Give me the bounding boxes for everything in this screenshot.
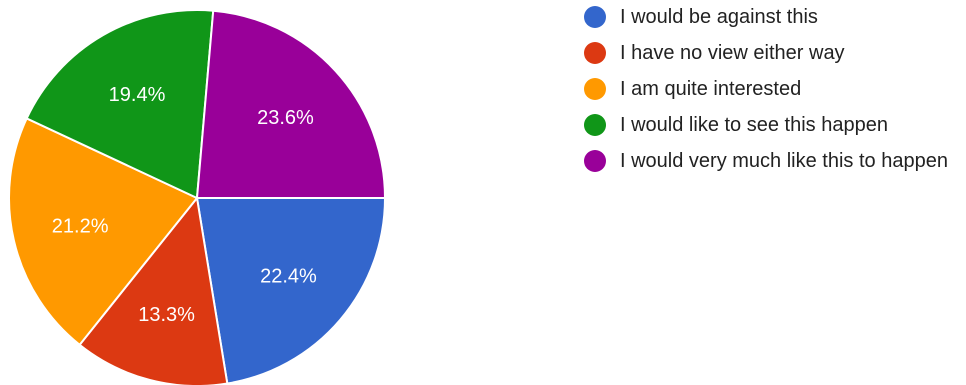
pie-chart: 22.4% 13.3% 21.2% 19.4% 23.6%	[8, 9, 387, 385]
slice-label-no-view: 13.3%	[138, 304, 195, 326]
legend-swatch	[584, 42, 606, 64]
pie-slice-like-to-see	[25, 9, 215, 200]
legend-label: I have no view either way	[620, 42, 845, 64]
slice-label-very-much-like: 23.6%	[257, 107, 314, 129]
legend-item-like-to-see: I would like to see this happen	[584, 112, 964, 138]
slice-label-quite-interested: 21.2%	[52, 215, 109, 237]
pie-slice-quite-interested	[8, 117, 199, 347]
pie-slice-no-view	[78, 195, 229, 385]
slice-label-like-to-see: 19.4%	[109, 84, 166, 106]
legend-label: I would very much like this to happen	[620, 150, 948, 172]
legend-label: I am quite interested	[620, 78, 802, 100]
legend-item-very-much-like: I would very much like this to happen	[584, 148, 964, 174]
pie-slice-against	[195, 197, 387, 385]
legend-swatch	[584, 114, 606, 136]
legend-swatch	[584, 6, 606, 28]
legend-item-quite-interested: I am quite interested	[584, 76, 964, 102]
legend-label: I would be against this	[620, 6, 818, 28]
legend-label: I would like to see this happen	[620, 114, 888, 136]
legend-swatch	[584, 150, 606, 172]
legend-item-no-view: I have no view either way	[584, 40, 964, 66]
slice-label-against: 22.4%	[260, 266, 317, 288]
pie-slice-very-much-like	[195, 9, 387, 199]
legend-swatch	[584, 78, 606, 100]
legend-item-against: I would be against this	[584, 4, 964, 30]
legend: I would be against this I have no view ei…	[584, 4, 964, 184]
